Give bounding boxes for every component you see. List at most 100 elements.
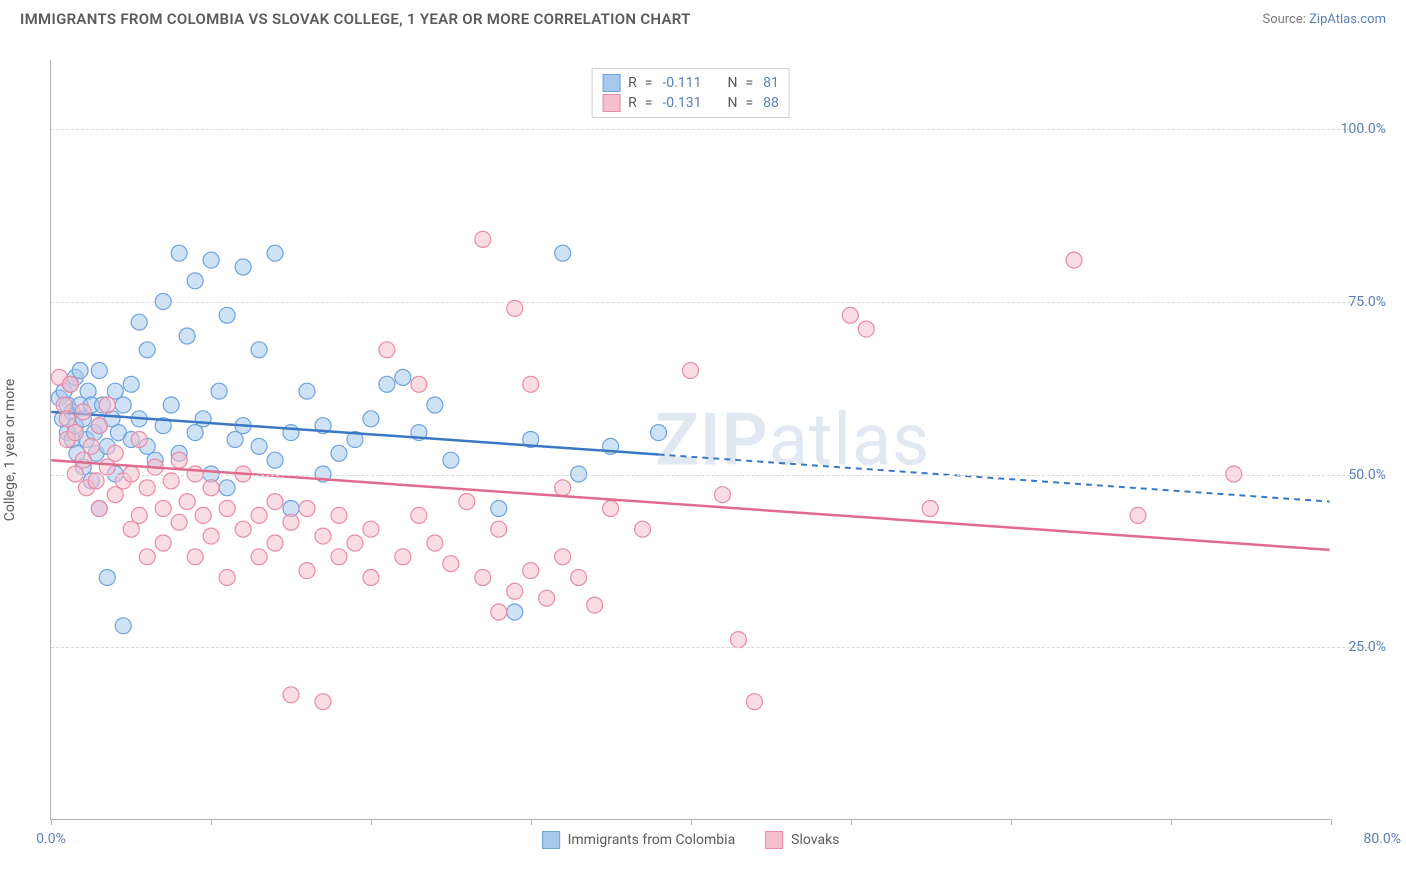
legend-bottom: Immigrants from Colombia Slovaks xyxy=(542,831,840,849)
scatter-point-slovaks xyxy=(746,694,762,710)
scatter-point-colombia xyxy=(651,425,667,441)
x-tick xyxy=(211,819,212,825)
stat-r-label: R xyxy=(628,95,637,111)
scatter-point-slovaks xyxy=(491,604,507,620)
scatter-point-slovaks xyxy=(251,549,267,565)
stat-eq: = xyxy=(745,95,753,111)
scatter-point-slovaks xyxy=(235,521,251,537)
scatter-point-slovaks xyxy=(203,528,219,544)
scatter-point-slovaks xyxy=(730,632,746,648)
x-tick xyxy=(1011,819,1012,825)
scatter-point-slovaks xyxy=(363,570,379,586)
scatter-point-slovaks xyxy=(91,501,107,517)
scatter-point-colombia xyxy=(555,245,571,261)
scatter-point-colombia xyxy=(267,452,283,468)
source-link[interactable]: ZipAtlas.com xyxy=(1309,12,1386,27)
chart-container: College, 1 year or more ZIPatlas R=-0.11… xyxy=(20,40,1386,860)
scatter-point-slovaks xyxy=(219,501,235,517)
scatter-point-slovaks xyxy=(427,535,443,551)
x-tick xyxy=(1171,819,1172,825)
legend-item-slovaks: Slovaks xyxy=(765,831,839,849)
scatter-point-slovaks xyxy=(315,694,331,710)
stats-row-colombia: R=-0.111N=81 xyxy=(602,73,779,93)
scatter-point-slovaks xyxy=(858,321,874,337)
scatter-point-slovaks xyxy=(179,494,195,510)
scatter-point-colombia xyxy=(211,383,227,399)
scatter-point-slovaks xyxy=(523,563,539,579)
scatter-point-slovaks xyxy=(395,549,411,565)
scatter-point-slovaks xyxy=(475,570,491,586)
scatter-point-colombia xyxy=(179,328,195,344)
gridline-horizontal xyxy=(51,129,1370,130)
scatter-point-slovaks xyxy=(842,307,858,323)
plot-svg xyxy=(51,60,1330,819)
scatter-point-colombia xyxy=(195,411,211,427)
legend-label: Immigrants from Colombia xyxy=(568,832,736,848)
legend-label: Slovaks xyxy=(791,832,839,848)
scatter-point-slovaks xyxy=(379,342,395,358)
scatter-point-slovaks xyxy=(283,514,299,530)
y-tick-label: 50.0% xyxy=(1348,467,1386,483)
scatter-point-slovaks xyxy=(587,597,603,613)
x-tick-label: 80.0% xyxy=(1363,831,1401,847)
scatter-point-slovaks xyxy=(491,521,507,537)
scatter-point-slovaks xyxy=(347,535,363,551)
scatter-point-colombia xyxy=(72,363,88,379)
scatter-point-slovaks xyxy=(635,521,651,537)
scatter-point-colombia xyxy=(331,445,347,461)
scatter-point-colombia xyxy=(379,376,395,392)
plot-area: ZIPatlas R=-0.111N=81R=-0.131N=88 Immigr… xyxy=(50,60,1330,820)
scatter-point-slovaks xyxy=(459,494,475,510)
scatter-point-slovaks xyxy=(555,480,571,496)
scatter-point-colombia xyxy=(219,480,235,496)
stats-row-slovaks: R=-0.131N=88 xyxy=(602,93,779,113)
scatter-point-slovaks xyxy=(155,501,171,517)
stat-n-value: 88 xyxy=(763,95,779,111)
chart-header: IMMIGRANTS FROM COLOMBIA VS SLOVAK COLLE… xyxy=(0,0,1406,34)
stat-r-value: -0.131 xyxy=(662,95,701,111)
scatter-point-colombia xyxy=(363,411,379,427)
scatter-point-slovaks xyxy=(75,404,91,420)
scatter-point-slovaks xyxy=(195,507,211,523)
scatter-point-slovaks xyxy=(91,418,107,434)
scatter-point-slovaks xyxy=(131,507,147,523)
scatter-point-slovaks xyxy=(219,570,235,586)
scatter-point-slovaks xyxy=(299,563,315,579)
x-tick xyxy=(851,819,852,825)
scatter-point-colombia xyxy=(491,501,507,517)
scatter-point-slovaks xyxy=(922,501,938,517)
scatter-point-slovaks xyxy=(139,549,155,565)
x-tick-label: 0.0% xyxy=(36,831,66,847)
scatter-point-slovaks xyxy=(523,376,539,392)
scatter-point-slovaks xyxy=(507,583,523,599)
scatter-point-colombia xyxy=(427,397,443,413)
scatter-point-colombia xyxy=(171,245,187,261)
scatter-point-colombia xyxy=(235,259,251,275)
scatter-point-colombia xyxy=(99,570,115,586)
scatter-point-slovaks xyxy=(539,590,555,606)
chart-source: Source: ZipAtlas.com xyxy=(1262,12,1386,27)
scatter-point-colombia xyxy=(139,342,155,358)
stat-r-label: R xyxy=(628,75,637,91)
scatter-point-colombia xyxy=(203,252,219,268)
scatter-point-slovaks xyxy=(1130,507,1146,523)
scatter-point-slovaks xyxy=(299,501,315,517)
gridline-horizontal xyxy=(51,475,1370,476)
x-tick xyxy=(51,819,52,825)
scatter-point-colombia xyxy=(299,383,315,399)
scatter-point-slovaks xyxy=(67,425,83,441)
stat-n-value: 81 xyxy=(763,75,779,91)
scatter-point-colombia xyxy=(187,273,203,289)
scatter-point-slovaks xyxy=(555,549,571,565)
scatter-point-slovaks xyxy=(131,432,147,448)
gridline-horizontal xyxy=(51,647,1370,648)
swatch-slovaks xyxy=(602,94,620,112)
scatter-point-slovaks xyxy=(331,549,347,565)
scatter-point-slovaks xyxy=(475,231,491,247)
scatter-point-colombia xyxy=(115,618,131,634)
scatter-point-colombia xyxy=(507,604,523,620)
scatter-point-slovaks xyxy=(83,438,99,454)
scatter-point-slovaks xyxy=(331,507,347,523)
scatter-point-colombia xyxy=(283,425,299,441)
legend-swatch-colombia xyxy=(542,831,560,849)
